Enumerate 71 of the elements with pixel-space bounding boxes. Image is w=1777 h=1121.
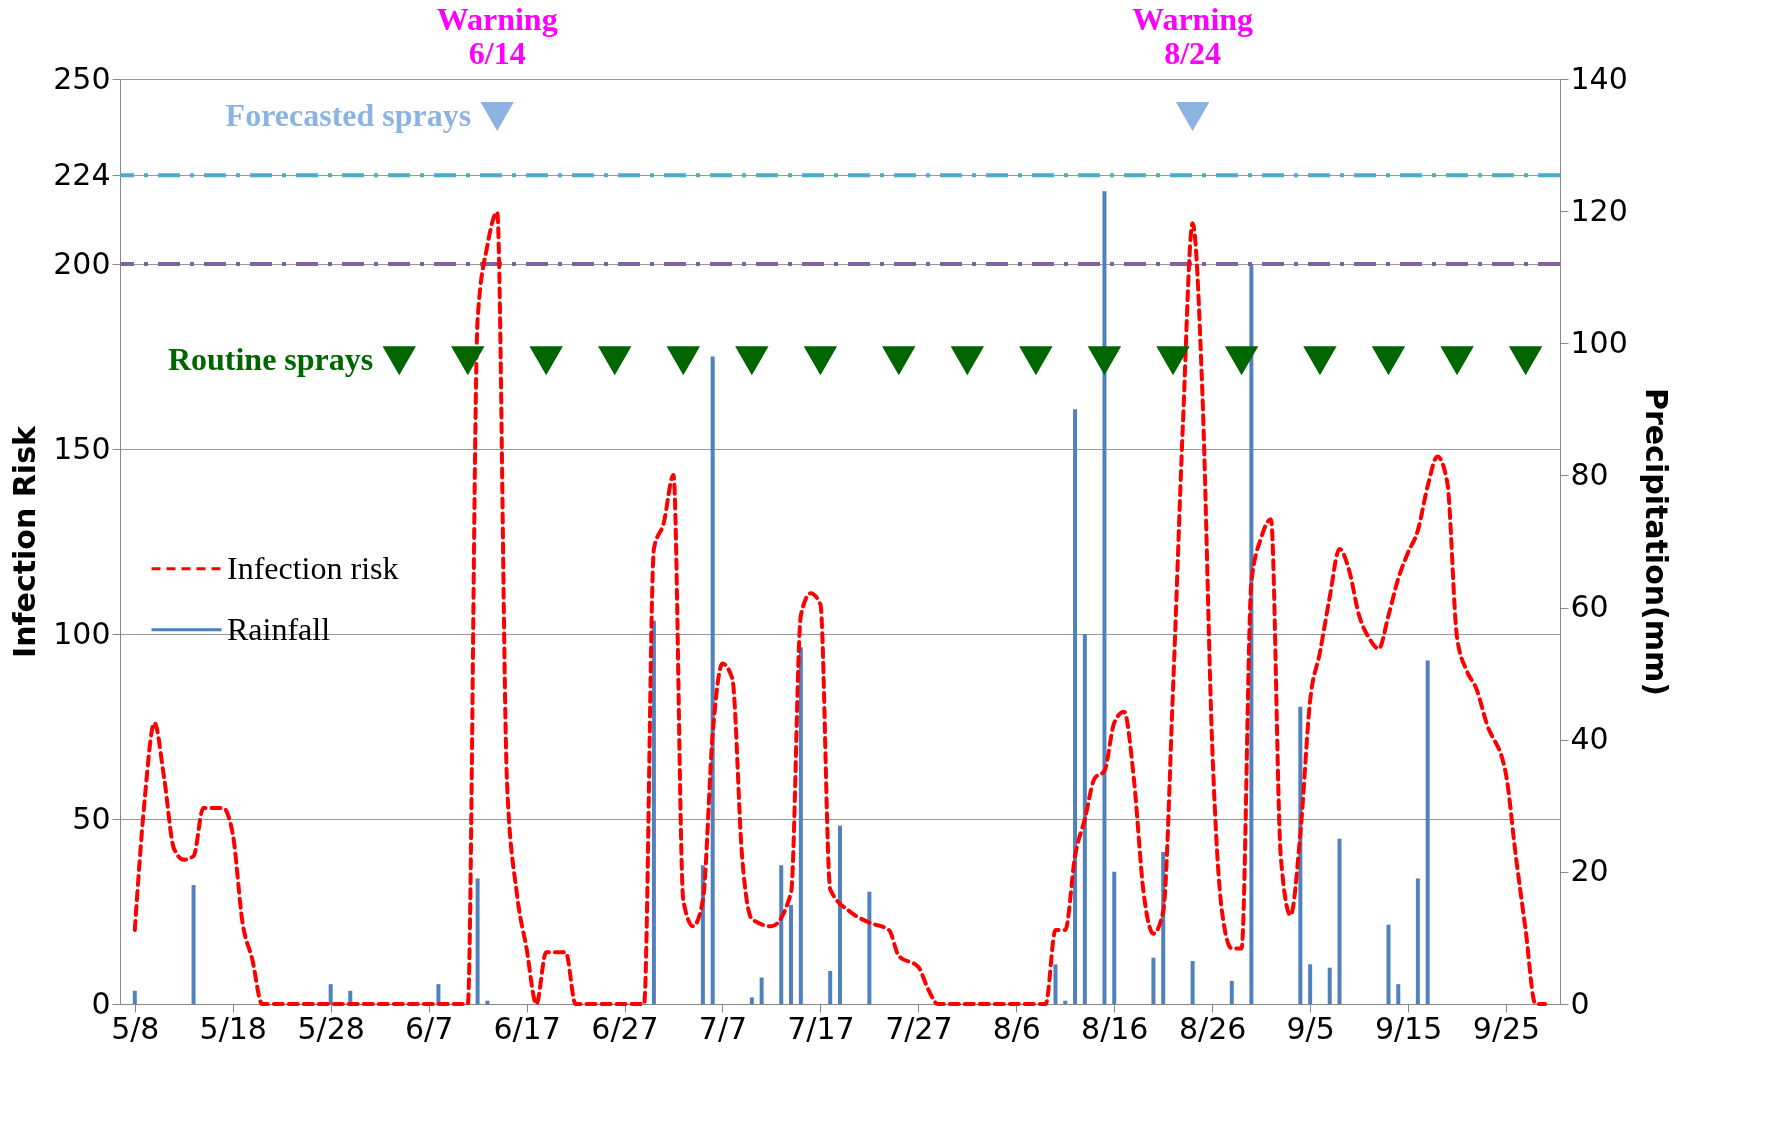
x-tick-label: 6/7 <box>404 1010 454 1046</box>
x-tick-label: 8/26 <box>1179 1010 1247 1046</box>
x-tick-label: 7/7 <box>698 1010 748 1046</box>
bar <box>1337 838 1342 1004</box>
x-tick-label: 8/16 <box>1081 1010 1149 1046</box>
bar <box>191 885 196 1004</box>
y-tick-label: 100 <box>53 615 111 651</box>
bar <box>749 997 754 1004</box>
x-tick-label: 9/5 <box>1286 1010 1335 1046</box>
bar <box>1073 409 1078 1004</box>
x-tick-label: 7/27 <box>885 1010 953 1046</box>
line-series <box>132 210 1548 1006</box>
bar <box>475 878 480 1004</box>
x-tick-label: 5/18 <box>199 1010 267 1046</box>
x-tick-label: 5/8 <box>111 1010 160 1046</box>
series-label: Routine sprays <box>167 341 374 378</box>
y2-tick-label: 80 <box>1570 456 1609 492</box>
bar <box>651 620 656 1004</box>
y-tick-label: 50 <box>72 800 111 836</box>
x-tick-label: 9/25 <box>1472 1010 1541 1046</box>
bar <box>1229 980 1234 1004</box>
annotation: Warning 8/24 <box>1132 1 1254 71</box>
y-tick-label: 0 <box>91 985 111 1021</box>
bar <box>1102 191 1107 1004</box>
bar <box>1386 924 1391 1004</box>
x-tick-label: 6/27 <box>591 1010 659 1046</box>
bar <box>1151 957 1156 1004</box>
bar <box>1327 967 1332 1004</box>
bar <box>1415 878 1420 1004</box>
bar <box>1053 964 1058 1004</box>
x-tick-label: 6/17 <box>493 1010 561 1046</box>
bar <box>132 990 137 1004</box>
bar <box>1396 984 1401 1004</box>
bar <box>1308 964 1313 1004</box>
bar <box>328 984 333 1004</box>
annotation: Warning 6/14 <box>436 1 558 71</box>
y-tick-label: 224 <box>53 156 111 192</box>
bar <box>1190 961 1195 1004</box>
bar <box>1063 1000 1068 1004</box>
legend-label: Rainfall <box>227 610 331 647</box>
x-tick-label: 8/6 <box>992 1010 1041 1046</box>
bar <box>828 970 833 1004</box>
y2-axis-title: Precipitation(mm) <box>1638 387 1674 697</box>
bar <box>838 825 842 1004</box>
bar <box>867 891 872 1004</box>
y-tick-label: 150 <box>53 430 111 466</box>
bar <box>789 904 794 1004</box>
y-tick-label: 250 <box>53 60 111 96</box>
x-tick-label: 5/28 <box>297 1010 365 1046</box>
y2-tick-label: 0 <box>1570 985 1590 1021</box>
y-axis-title: Infection Risk <box>7 424 43 658</box>
y2-tick-label: 60 <box>1570 589 1609 625</box>
bar <box>436 984 441 1004</box>
series-label: Forecasted sprays <box>225 97 472 133</box>
y2-tick-label: 120 <box>1570 192 1628 228</box>
bar <box>710 356 715 1004</box>
x-tick-label: 7/17 <box>787 1010 855 1046</box>
y2-tick-label: 140 <box>1570 60 1628 96</box>
legend-label: Infection risk <box>227 549 399 586</box>
bar <box>779 865 784 1004</box>
bar <box>1082 634 1087 1004</box>
y2-tick-label: 100 <box>1570 324 1628 360</box>
bar <box>485 1000 490 1004</box>
bar <box>759 977 764 1004</box>
y-tick-label: 200 <box>53 245 111 281</box>
bar <box>1112 871 1117 1004</box>
bar <box>1425 660 1430 1004</box>
bar <box>798 647 803 1004</box>
y2-tick-label: 20 <box>1570 853 1609 889</box>
y2-tick-label: 40 <box>1570 721 1609 757</box>
x-tick-label: 9/15 <box>1374 1010 1443 1046</box>
